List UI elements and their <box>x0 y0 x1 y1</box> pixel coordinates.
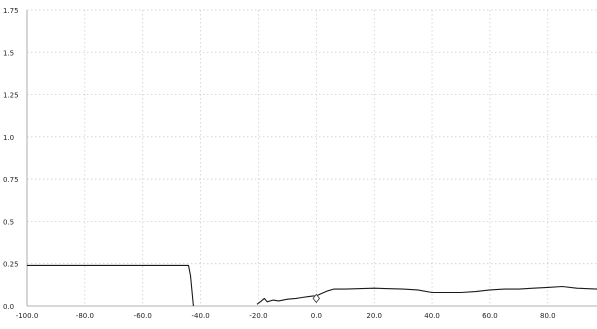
grid-layer <box>27 9 597 306</box>
marker-layer <box>312 293 321 304</box>
y-tick-label: 0.75 <box>3 176 19 184</box>
x-tick-label: -60.0 <box>134 312 152 320</box>
x-tick-label: -40.0 <box>192 312 210 320</box>
x-tick-label: 20.0 <box>366 312 382 320</box>
y-tick-label: 0.25 <box>3 261 19 269</box>
x-tick-label: 0.0 <box>311 312 322 320</box>
x-tick-label: -80.0 <box>76 312 94 320</box>
y-tick-label: 0.0 <box>3 303 14 311</box>
axis-layer <box>26 10 597 307</box>
diamond-marker <box>312 293 321 304</box>
x-tick-label: 40.0 <box>424 312 440 320</box>
tick-label-layer: -100.0 -80.0 -60.0 -40.0 -20.0 0.0 20.0 40.0 60.… <box>3 7 556 320</box>
series-layer <box>27 264 597 307</box>
y-tick-label: 1.0 <box>3 134 14 142</box>
y-tick-label: 0.5 <box>3 218 14 226</box>
series-line-segment <box>27 264 194 307</box>
series-line-segment <box>256 285 597 305</box>
y-tick-label: 1.25 <box>3 92 19 100</box>
x-tick-label: 80.0 <box>540 312 556 320</box>
x-tick-label: -20.0 <box>249 312 267 320</box>
y-tick-label: 1.75 <box>3 7 19 15</box>
y-tick-label: 1.5 <box>3 49 14 57</box>
x-tick-label: -100.0 <box>16 312 39 320</box>
x-tick-label: 60.0 <box>482 312 498 320</box>
